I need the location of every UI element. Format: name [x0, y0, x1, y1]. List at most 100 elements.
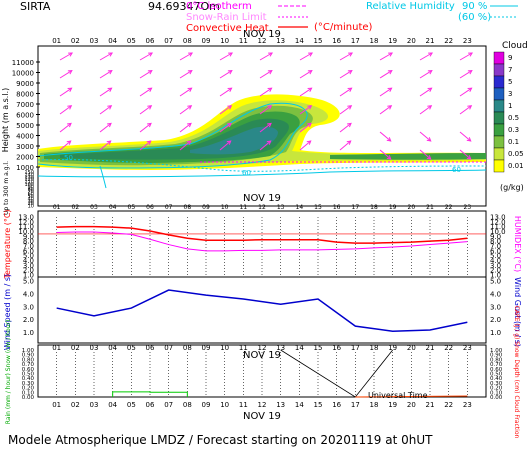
height-tick-label: 4000: [16, 133, 34, 141]
hour-tick-label: 19: [389, 204, 397, 211]
hour-tick-label: 16: [332, 344, 341, 352]
hour-tick-label-bottom: 15: [314, 401, 323, 409]
temperature-tick-label: 1.0: [23, 272, 34, 280]
temperature-tick-label: 9.0: [23, 233, 34, 241]
hour-tick-label-bottom: 06: [146, 401, 155, 409]
hour-tick-label: 09: [202, 344, 211, 352]
cloud-teal: [190, 126, 278, 155]
precip-right-tick-label: 0.40: [490, 376, 503, 382]
wind-arrow: [59, 140, 72, 151]
wind-arrow-head: [227, 105, 233, 110]
hour-tick-label: 10: [220, 344, 229, 352]
height-tick-label-lower: 90: [28, 184, 34, 190]
hour-tick-label: 10: [221, 204, 229, 211]
hour-tick-label-bottom: 04: [108, 401, 117, 409]
wind-arrow: [419, 131, 432, 142]
humidex-tick-label: 12.0: [490, 218, 506, 226]
hour-tick-label: 15: [314, 204, 322, 211]
wind-arrow-head: [187, 122, 192, 128]
hour-tick-label: 19: [388, 37, 397, 45]
wind-arrow: [59, 52, 73, 61]
wind-arrow-head: [387, 87, 393, 92]
wind-arrow-head: [187, 70, 193, 75]
wind-arrow-head: [427, 87, 433, 92]
wind-tick-label: 1.0: [23, 329, 34, 337]
hour-tick-label: 22: [444, 37, 453, 45]
hour-tick-label: 03: [90, 344, 99, 352]
height-tick-label: 3000: [16, 143, 34, 151]
hour-tick-label-bottom: 18: [370, 401, 379, 409]
height-tick-label: 1000: [16, 164, 34, 172]
wind-gust-tick-label: 5.0: [490, 278, 501, 286]
hour-tick-label: 20: [407, 37, 416, 45]
hour-tick-label: 03: [90, 204, 98, 211]
height-tick-label: 2000: [16, 154, 34, 162]
precip-right-tick-label: 0.80: [490, 357, 503, 363]
wind-arrow: [59, 105, 72, 115]
precip-panel: 01 02 03 04 05 06 07 08 09 10 11 12 13 14 15 16 17 18 19 20…: [5, 306, 520, 439]
wind-arrow: [59, 122, 72, 133]
wind-arrow: [219, 87, 232, 97]
wind-arrow: [299, 70, 313, 79]
colorbar-label: 9: [508, 54, 512, 62]
contour-label-60b: 60: [452, 166, 461, 174]
wind-arrow-head: [347, 122, 352, 128]
wind-arrow-head: [186, 140, 192, 145]
height-tick-label-lower: 40: [28, 196, 34, 202]
wind-arrow: [459, 105, 472, 115]
colorbar-title: Clouds: [502, 41, 528, 51]
wind-arrow: [259, 52, 273, 61]
wind-arrow-head: [427, 105, 433, 110]
humidex-series: [56, 231, 468, 252]
precip-tick-label: 1.00: [22, 348, 35, 354]
wind-arrow-head: [346, 140, 352, 145]
hour-tick-label: 05: [128, 204, 136, 211]
height-tick-label-lower: 20: [28, 201, 34, 207]
wind-arrow-head: [146, 140, 152, 145]
wind-arrow-head: [227, 70, 233, 75]
hour-tick-label-bottom: 11: [239, 401, 248, 409]
wind-arrow: [179, 140, 192, 151]
temperature-series: [56, 225, 468, 244]
precip-right-axis-label: CAPE (J / g) Snow Depth (cm) Cloud Fract…: [513, 306, 520, 439]
hour-tick-label: 08: [183, 344, 192, 352]
cape-series: [355, 395, 468, 398]
wind-arrow: [59, 70, 73, 79]
precip-tick-label: 0.80: [22, 357, 35, 363]
hour-tick-label: 13: [277, 204, 285, 211]
wind-arrow-head: [466, 155, 472, 160]
height-tick-label: 7000: [16, 101, 34, 109]
hour-tick-label: 19: [388, 344, 397, 352]
height-tick-label-lower: 10: [28, 204, 34, 210]
wind-arrow: [339, 70, 353, 79]
wind-arrow-head: [466, 137, 472, 142]
hour-tick-label: 14: [295, 37, 304, 45]
hour-tick-label-bottom: 08: [183, 401, 192, 409]
wind-arrow: [419, 87, 432, 97]
height-tick-label-lower: 150: [24, 170, 34, 176]
wind-tick-label: 4.0: [23, 290, 34, 298]
hour-tick-label: 14: [296, 204, 304, 211]
wind-arrow-head: [107, 105, 113, 110]
precip-tick-label: 0.20: [22, 386, 35, 392]
colorbar-swatch: [493, 51, 505, 65]
site-code: 94.69347Om: [148, 0, 220, 13]
hour-tick-label-bottom: 05: [127, 401, 136, 409]
rain-series: [112, 391, 188, 397]
hour-tick-label: 14: [295, 344, 304, 352]
wind-arrow-head: [426, 137, 432, 142]
hour-tick-label: 08: [183, 37, 192, 45]
wind-arrow: [99, 105, 112, 115]
wind-arrow-head: [266, 140, 272, 145]
wind-arrow-head: [226, 140, 232, 145]
wind-arrow-head: [228, 52, 234, 57]
colorbar-swatch: [493, 111, 505, 125]
wind-arrow-head: [108, 52, 114, 57]
colorbar-swatch: [493, 87, 505, 101]
humidex-tick-label: 11.0: [490, 223, 506, 231]
wind-axis: 5.0 5.0 4.0 4.0 3.0 3.0 2.0 2.0 1.0 1.0: [23, 278, 501, 338]
precip-tick-label: 0.90: [22, 353, 35, 359]
hour-tick-label-bottom: 01: [52, 401, 61, 409]
height-axis-label: Height (m a.s.l.): [1, 88, 10, 153]
wind-speed-series: [56, 289, 468, 333]
